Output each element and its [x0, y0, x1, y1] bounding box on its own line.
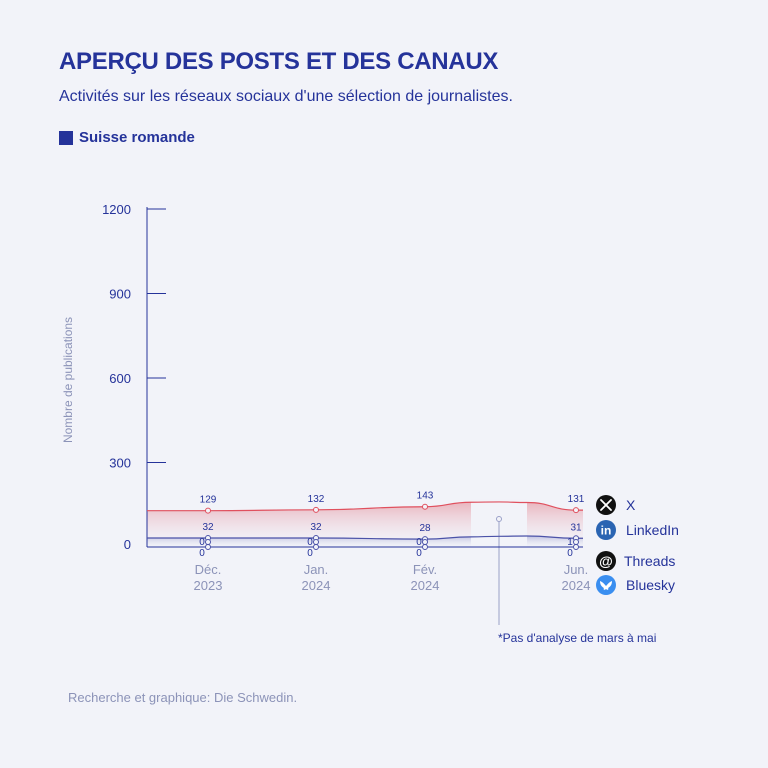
gap-annotation-text: *Pas d'analyse de mars à mai [498, 631, 656, 645]
data-label: 31 [570, 522, 582, 533]
x-logo-icon [596, 495, 616, 515]
legend-label-threads: Threads [624, 553, 675, 569]
data-label: 1 [567, 537, 573, 548]
chart-subtitle: Activités sur les réseaux sociaux d'une … [59, 88, 513, 105]
data-point [205, 544, 211, 550]
region-legend-label: Suisse romande [79, 129, 195, 146]
x-tick-label-month: Jun. [564, 562, 589, 577]
data-label: 131 [568, 494, 585, 505]
data-point [313, 506, 319, 513]
y-tick-label: 300 [109, 456, 131, 471]
threads-logo-icon: @ [596, 551, 616, 571]
data-label: 0 [307, 537, 313, 548]
linkedin-series-line [146, 535, 583, 540]
x-series-line [147, 501, 583, 512]
source-note: Recherche et graphique: Die Schwedin. [68, 690, 298, 705]
data-label: 32 [310, 522, 322, 533]
data-point [313, 539, 319, 545]
x-tick-label-month: Fév. [413, 562, 437, 577]
data-point [573, 539, 579, 545]
linkedin-logo-icon: in [596, 520, 616, 540]
data-label: 0 [416, 537, 422, 548]
data-label: 0 [307, 548, 313, 559]
svg-text:in: in [601, 524, 612, 538]
legend-label-bluesky: Bluesky [626, 577, 675, 593]
data-label: 0 [567, 548, 573, 559]
data-point [313, 544, 319, 550]
y-tick-label: 600 [109, 371, 131, 386]
x-tick-label-year: 2023 [194, 578, 223, 593]
y-axis-label: Nombre de publications [61, 317, 75, 443]
bluesky-logo-icon [596, 575, 616, 595]
x-tick-label-year: 2024 [562, 578, 591, 593]
data-label: 143 [417, 491, 434, 502]
y-tick-label: 0 [124, 537, 131, 552]
data-label: 132 [308, 494, 325, 505]
data-label: 129 [200, 495, 217, 506]
data-point [422, 544, 428, 550]
y-tick-label: 1200 [102, 202, 131, 217]
region-legend: Suisse romande [59, 129, 195, 146]
x-tick-label-month: Déc. [195, 562, 222, 577]
data-point [205, 539, 211, 545]
data-label: 28 [419, 523, 431, 534]
data-label: 0 [199, 548, 205, 559]
svg-text:@: @ [599, 553, 613, 569]
data-label: 0 [199, 537, 205, 548]
legend-label-x: X [626, 497, 636, 513]
gap-annotation-marker [496, 516, 502, 522]
x-tick-label-year: 2024 [411, 578, 440, 593]
legend-label-linkedin: LinkedIn [626, 522, 679, 538]
data-point [573, 507, 579, 514]
data-label: 0 [416, 548, 422, 559]
data-point [205, 507, 211, 514]
data-point [573, 544, 579, 550]
x-tick-label-month: Jan. [304, 562, 329, 577]
chart-title: APERÇU DES POSTS ET DES CANAUX [59, 48, 499, 75]
data-point [422, 539, 428, 545]
data-label: 32 [202, 522, 214, 533]
x-tick-label-year: 2024 [302, 578, 331, 593]
data-point [422, 503, 428, 510]
y-tick-label: 900 [109, 287, 131, 302]
region-legend-swatch [59, 130, 73, 145]
